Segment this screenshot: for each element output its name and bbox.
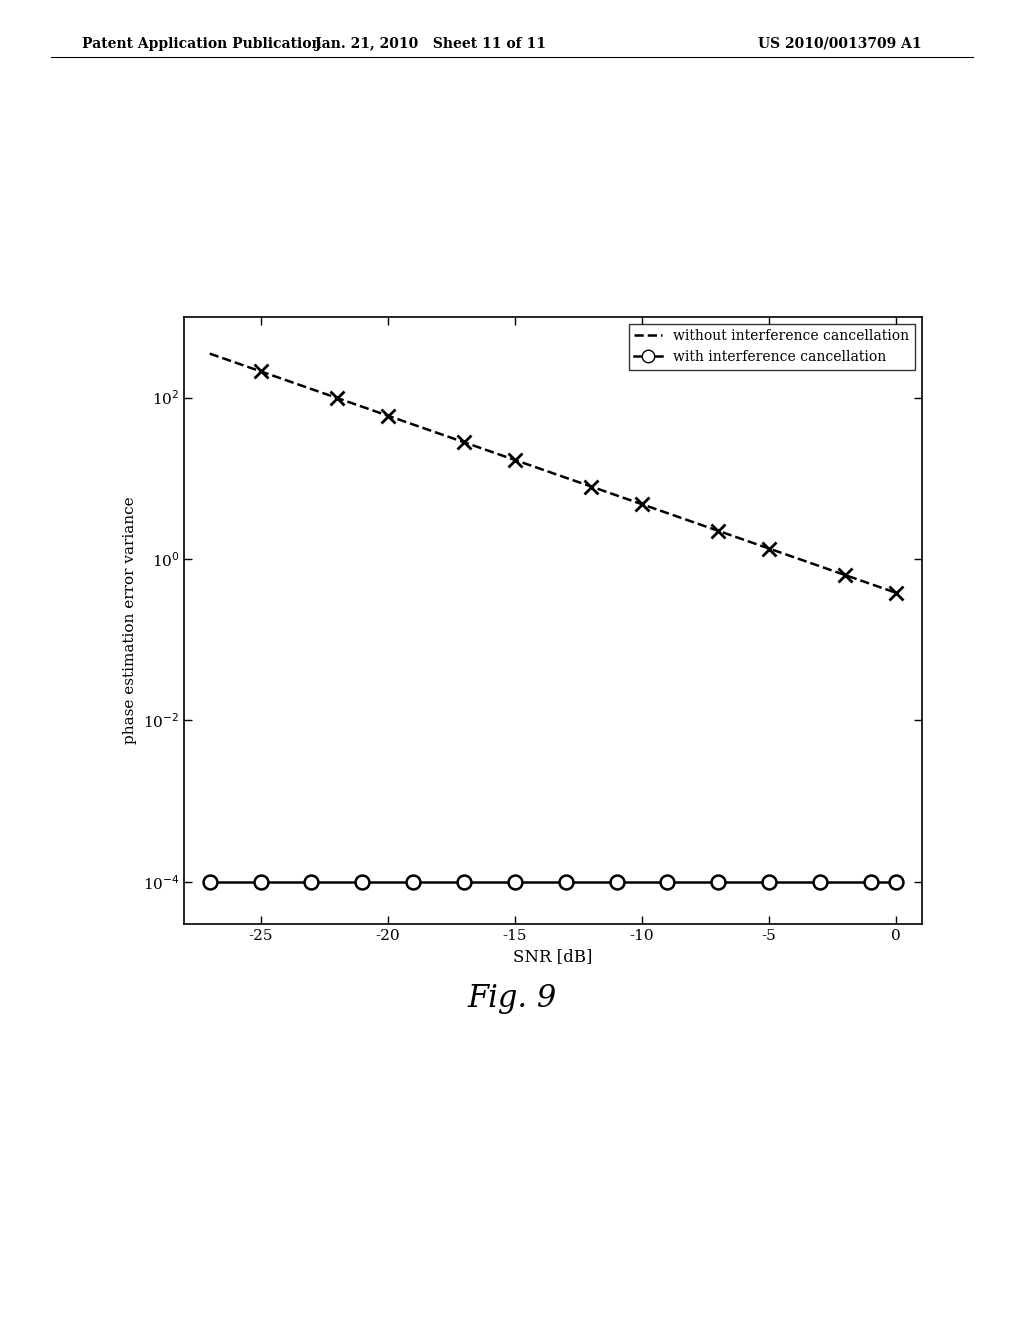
Legend: without interference cancellation, with interference cancellation: without interference cancellation, with … xyxy=(629,323,914,370)
Text: Patent Application Publication: Patent Application Publication xyxy=(82,37,322,51)
Text: Jan. 21, 2010   Sheet 11 of 11: Jan. 21, 2010 Sheet 11 of 11 xyxy=(314,37,546,51)
Text: Fig. 9: Fig. 9 xyxy=(467,983,557,1014)
Y-axis label: phase estimation error variance: phase estimation error variance xyxy=(123,496,137,744)
Text: US 2010/0013709 A1: US 2010/0013709 A1 xyxy=(758,37,922,51)
X-axis label: SNR [dB]: SNR [dB] xyxy=(513,948,593,965)
